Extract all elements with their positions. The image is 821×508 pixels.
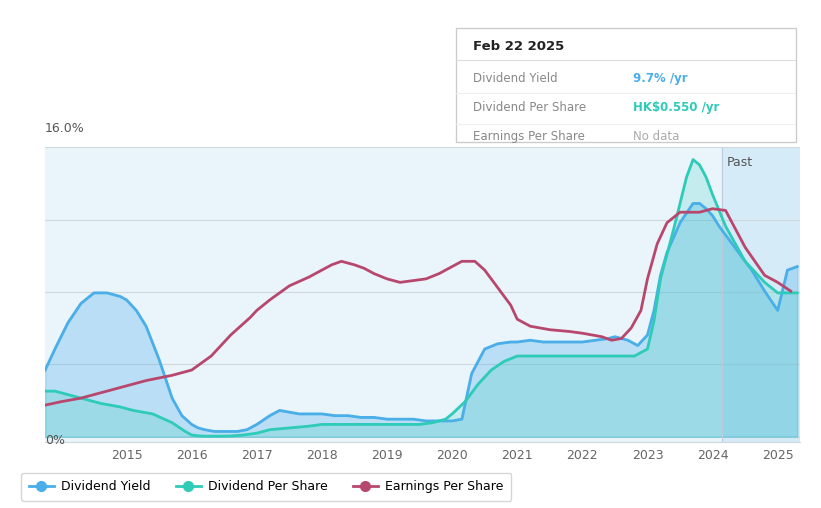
FancyBboxPatch shape bbox=[456, 28, 796, 142]
Bar bbox=[722, 147, 821, 442]
Text: 16.0%: 16.0% bbox=[45, 121, 85, 135]
Text: 9.7% /yr: 9.7% /yr bbox=[633, 72, 687, 85]
Legend: Dividend Yield, Dividend Per Share, Earnings Per Share: Dividend Yield, Dividend Per Share, Earn… bbox=[21, 472, 511, 500]
Text: HK$0.550 /yr: HK$0.550 /yr bbox=[633, 102, 719, 114]
Text: Dividend Yield: Dividend Yield bbox=[473, 72, 557, 85]
Text: Earnings Per Share: Earnings Per Share bbox=[473, 130, 585, 143]
Text: Past: Past bbox=[727, 156, 753, 169]
Text: 0%: 0% bbox=[45, 434, 65, 448]
Text: No data: No data bbox=[633, 130, 679, 143]
Text: Feb 22 2025: Feb 22 2025 bbox=[473, 40, 564, 53]
Text: Dividend Per Share: Dividend Per Share bbox=[473, 102, 586, 114]
